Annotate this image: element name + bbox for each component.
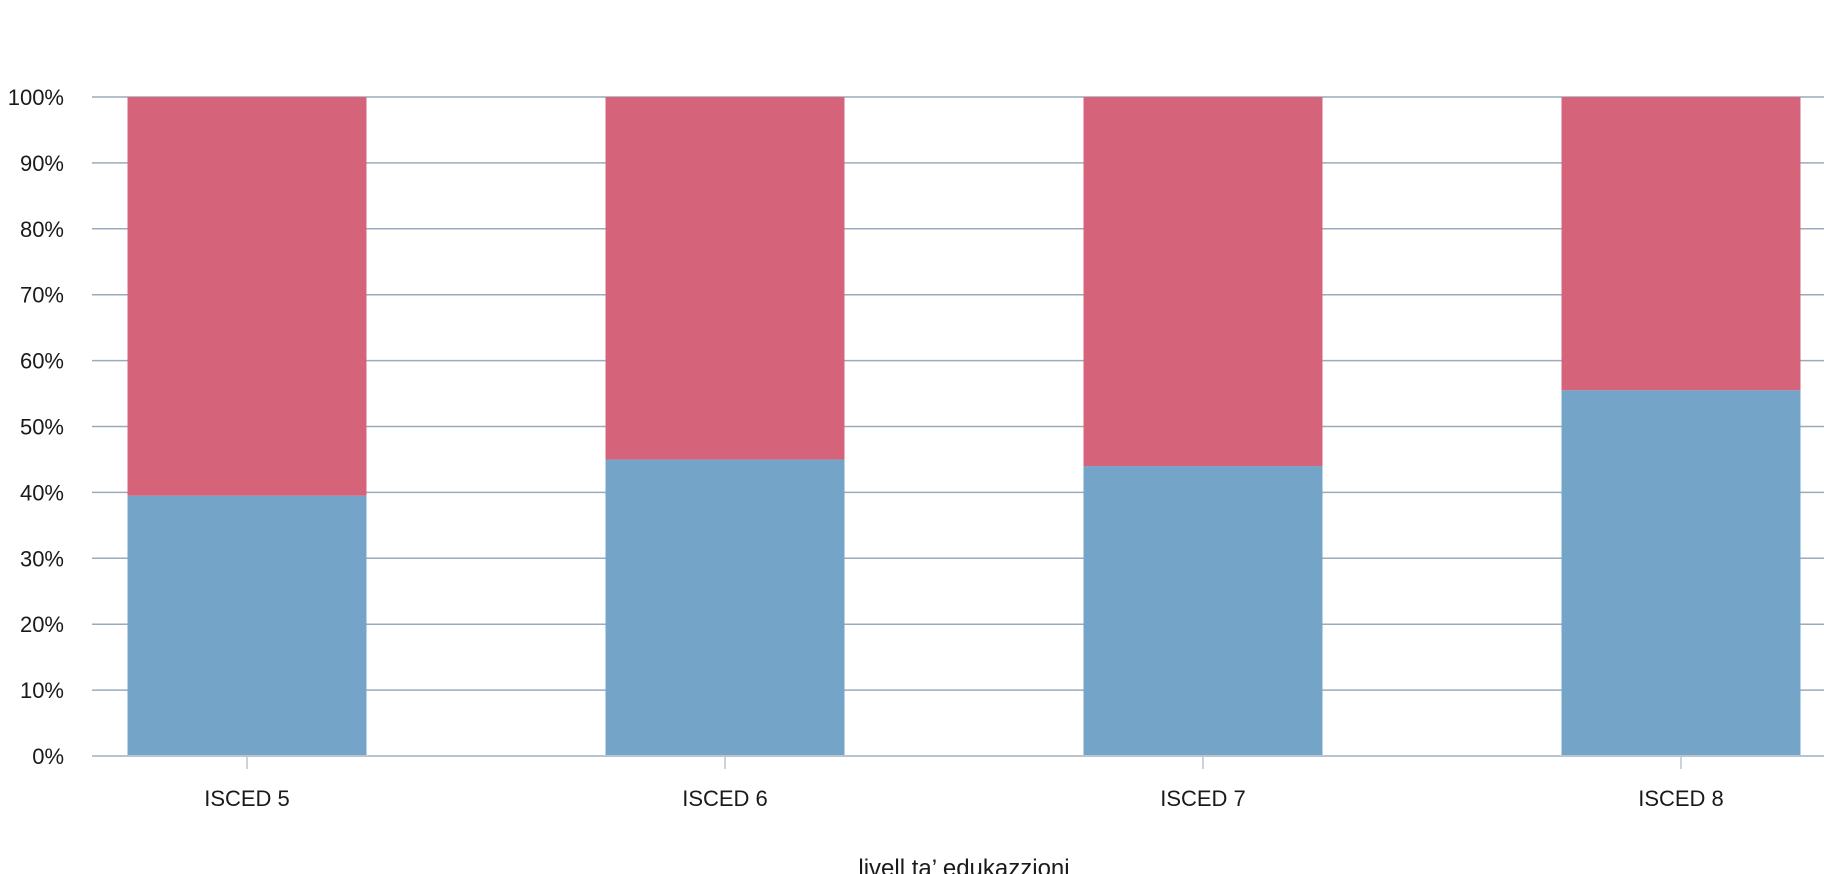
y-tick-label: 80% xyxy=(20,217,64,242)
bar-segment xyxy=(605,459,845,756)
bar-segment xyxy=(1561,390,1801,756)
bar-segment xyxy=(1083,97,1323,467)
bars xyxy=(127,97,1801,756)
bar-segment xyxy=(605,97,845,460)
y-tick-label: 70% xyxy=(20,283,64,308)
x-axis: ISCED 5 ISCED 6 ISCED 7 ISCED 8 xyxy=(92,755,1824,811)
y-tick-label: 100% xyxy=(8,85,64,110)
y-tick-label: 30% xyxy=(20,546,64,571)
y-tick-label: 90% xyxy=(20,151,64,176)
bar-segment xyxy=(127,495,367,756)
y-tick-label: 0% xyxy=(32,744,64,769)
gridlines xyxy=(92,96,1824,691)
y-tick-label: 10% xyxy=(20,678,64,703)
x-tick-label: ISCED 8 xyxy=(1638,786,1724,811)
y-tick-label: 40% xyxy=(20,480,64,505)
y-tick-label: 50% xyxy=(20,415,64,440)
x-tick-label: ISCED 7 xyxy=(1160,786,1246,811)
x-tick-label: ISCED 6 xyxy=(682,786,768,811)
y-tick-label: 60% xyxy=(20,349,64,374)
bar-segment xyxy=(1083,466,1323,756)
y-tick-label: 20% xyxy=(20,612,64,637)
bar-segment xyxy=(127,97,367,496)
y-axis: 0% 10% 20% 30% 40% 50% 60% 70% 80% 90% 100% xyxy=(8,85,64,769)
x-axis-title: livell ta’ edukazzjoni xyxy=(858,855,1069,874)
bar-segment xyxy=(1561,97,1801,391)
x-tick-label: ISCED 5 xyxy=(204,786,290,811)
